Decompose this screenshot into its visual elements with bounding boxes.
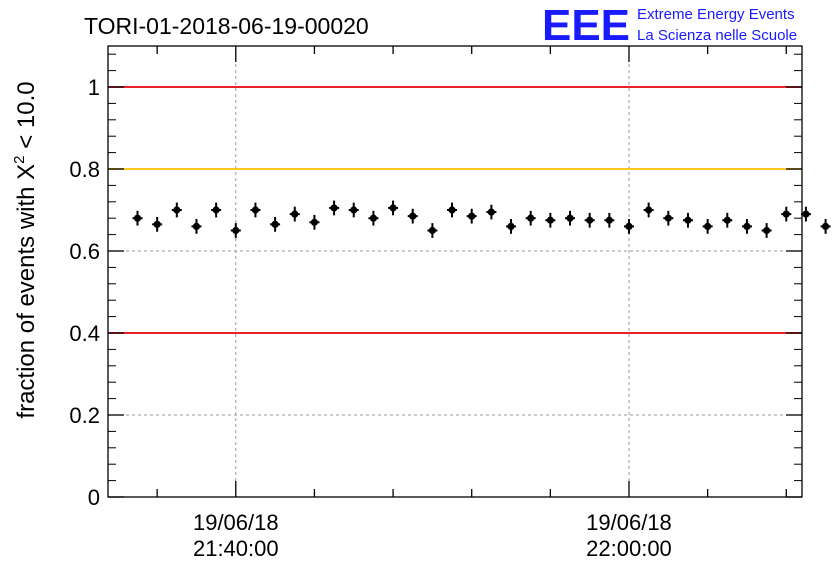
data-point [389, 204, 397, 212]
data-point [507, 222, 515, 230]
y-axis-label: fraction of events with X2 < 10.0 [11, 81, 40, 418]
data-point [291, 210, 299, 218]
y-tick-label: 0.8 [69, 157, 100, 182]
data-point [330, 204, 338, 212]
data-point [232, 226, 240, 235]
chart-title: TORI-01-2018-06-19-00020 [84, 13, 369, 39]
data-point [802, 210, 810, 218]
data-point [684, 216, 692, 224]
y-tick-label: 1 [88, 75, 100, 100]
y-tick-label: 0.4 [69, 321, 100, 346]
x-tick-label-time: 21:40:00 [193, 536, 279, 561]
data-point [527, 214, 535, 222]
grid [108, 46, 802, 497]
x-tick-label-time: 22:00:00 [586, 536, 672, 561]
logo-line-2: La Scienza nelle Scuole [637, 27, 797, 44]
plot-frame [107, 45, 803, 498]
data-point [409, 212, 417, 220]
data-point [704, 222, 712, 230]
data-point [468, 212, 476, 220]
eee-logo: EEE Extreme Energy Events La Scienza nel… [542, 1, 797, 50]
data-point [192, 222, 201, 230]
y-tick-label: 0 [88, 485, 100, 510]
data-point [173, 206, 181, 214]
data-points [132, 200, 831, 238]
x-tick-label-date: 19/06/18 [586, 510, 672, 535]
logo-mark: EEE [542, 1, 630, 50]
data-point [271, 220, 279, 228]
data-point [645, 206, 653, 214]
data-point [782, 210, 790, 218]
data-point [664, 214, 672, 222]
data-point [448, 206, 456, 214]
x-tick-label-date: 19/06/18 [193, 510, 279, 535]
data-point [743, 222, 751, 230]
data-point [153, 220, 161, 228]
data-point [369, 214, 378, 222]
data-point [586, 216, 594, 224]
y-tick-label: 0.6 [69, 239, 100, 264]
logo-line-1: Extreme Energy Events [637, 6, 795, 23]
reference-lines [108, 86, 802, 334]
data-point [350, 206, 358, 214]
data-point [428, 226, 436, 235]
data-point [821, 222, 830, 230]
data-point [763, 226, 771, 235]
data-point [487, 208, 495, 216]
data-point [310, 218, 319, 226]
data-point [546, 216, 554, 224]
data-point [605, 216, 613, 224]
data-point [251, 206, 260, 214]
axes: 00.20.40.60.8119/06/1821:40:0019/06/1822… [69, 46, 802, 561]
data-point [566, 214, 574, 222]
data-point [212, 206, 220, 214]
data-point [625, 222, 633, 230]
data-point [133, 214, 142, 222]
data-point [723, 216, 731, 224]
y-tick-label: 0.2 [69, 403, 100, 428]
